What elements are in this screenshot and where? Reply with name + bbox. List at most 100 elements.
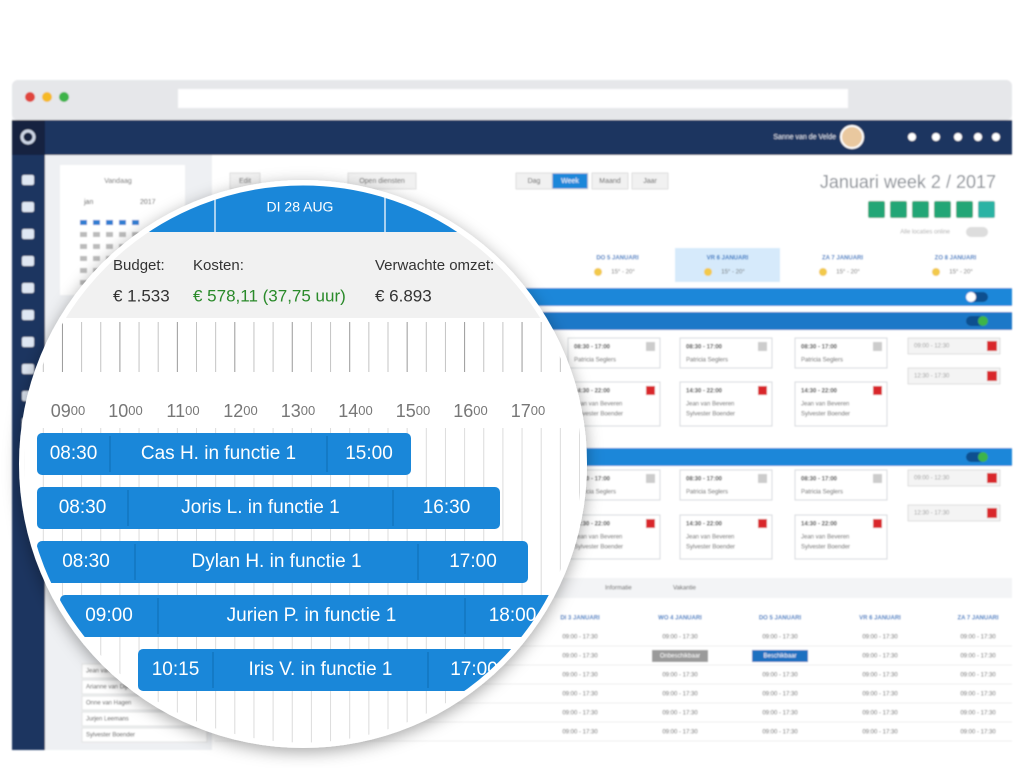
calendar-day[interactable] xyxy=(93,256,100,261)
shift-employee: Patricia Seglers xyxy=(801,490,843,496)
calendar-day[interactable] xyxy=(106,232,113,237)
availability-remove[interactable] xyxy=(987,371,997,381)
sidebar-icon[interactable] xyxy=(22,337,34,347)
nav-icon[interactable] xyxy=(992,133,1000,141)
shift-card[interactable] xyxy=(679,381,773,427)
table-cell: 09:00 - 17:30 xyxy=(862,711,898,717)
shift-status[interactable] xyxy=(646,474,655,483)
nav-icon[interactable] xyxy=(954,133,962,141)
calendar-day[interactable] xyxy=(119,232,126,237)
settings-button[interactable] xyxy=(12,120,45,155)
day-header xyxy=(790,248,895,282)
shift-bar[interactable] xyxy=(37,487,500,529)
minutes: 00 xyxy=(185,403,199,418)
shift-status[interactable] xyxy=(758,474,767,483)
shift-status[interactable] xyxy=(873,342,882,351)
shift-bar[interactable] xyxy=(37,433,411,475)
sidebar-icon[interactable] xyxy=(22,283,34,293)
summary-bar xyxy=(480,288,1012,306)
table-header: WO 4 JANUARI xyxy=(658,616,702,622)
calendar-day[interactable] xyxy=(132,220,139,225)
calendar-day[interactable] xyxy=(80,268,87,273)
shift-bar[interactable] xyxy=(138,649,520,691)
toggle[interactable] xyxy=(966,227,988,237)
sidebar-icon[interactable] xyxy=(22,310,34,320)
shift-status[interactable] xyxy=(646,342,655,351)
view-button[interactable] xyxy=(551,172,589,190)
sidebar-icon[interactable] xyxy=(22,364,34,374)
tab: Vakantie xyxy=(673,586,697,592)
shift-card[interactable] xyxy=(794,469,888,501)
calendar-day[interactable] xyxy=(80,220,87,225)
action-button[interactable] xyxy=(978,201,995,218)
shift-status[interactable] xyxy=(873,519,882,528)
minutes: 00 xyxy=(416,403,430,418)
calendar-day[interactable] xyxy=(80,280,87,285)
sidebar-icon[interactable] xyxy=(22,256,34,266)
shift-card[interactable] xyxy=(679,469,773,501)
shift-end: 18:00 xyxy=(489,605,537,626)
calendar-day[interactable] xyxy=(119,220,126,225)
shift-card[interactable] xyxy=(794,514,888,560)
action-button[interactable] xyxy=(912,201,929,218)
shift-card[interactable] xyxy=(794,381,888,427)
shift-bar[interactable] xyxy=(60,595,560,637)
nav-icon[interactable] xyxy=(974,133,982,141)
calendar-day[interactable] xyxy=(80,256,87,261)
employee-row[interactable] xyxy=(81,727,208,743)
action-button[interactable] xyxy=(868,201,885,218)
shift-status[interactable] xyxy=(758,519,767,528)
window-dot[interactable] xyxy=(59,92,69,102)
action-button[interactable] xyxy=(934,201,951,218)
calendar-day[interactable] xyxy=(80,232,87,237)
nav-icon[interactable] xyxy=(932,133,940,141)
calendar-day[interactable] xyxy=(93,232,100,237)
window-dot[interactable] xyxy=(25,92,35,102)
hour: 11 xyxy=(166,401,185,421)
calendar-day[interactable] xyxy=(106,244,113,249)
shift-name: Jurien P. in functie 1 xyxy=(227,605,397,626)
availability-remove[interactable] xyxy=(987,341,997,351)
shift-bar[interactable] xyxy=(37,541,528,583)
availability-remove[interactable] xyxy=(987,473,997,483)
calendar-day[interactable] xyxy=(93,220,100,225)
shift-status[interactable] xyxy=(646,386,655,395)
view-button[interactable] xyxy=(631,172,669,190)
shift-card[interactable] xyxy=(794,337,888,369)
action-button[interactable] xyxy=(890,201,907,218)
avatar[interactable] xyxy=(840,125,864,149)
sidebar-icon[interactable] xyxy=(22,175,34,185)
shift-time: 08:30 - 17:00 xyxy=(801,345,838,351)
shift-card[interactable] xyxy=(679,337,773,369)
sidebar-icon[interactable] xyxy=(22,229,34,239)
page-title: Januari week 2 / 2017 xyxy=(820,172,996,192)
shift-status[interactable] xyxy=(873,474,882,483)
shift-status[interactable] xyxy=(646,519,655,528)
calendar-day[interactable] xyxy=(93,244,100,249)
toolbar-button[interactable] xyxy=(347,172,417,190)
nav-icon[interactable] xyxy=(908,133,916,141)
availability-remove[interactable] xyxy=(987,508,997,518)
status-badge xyxy=(752,650,808,662)
sidebar-icon[interactable] xyxy=(22,202,34,212)
view-button-label: Maand xyxy=(599,178,621,185)
shift-card[interactable] xyxy=(567,337,661,369)
view-button-label: Week xyxy=(561,178,579,185)
minutes: 00 xyxy=(358,403,372,418)
table-cell: 09:00 - 17:30 xyxy=(862,673,898,679)
calendar-day[interactable] xyxy=(80,244,87,249)
window-dot[interactable] xyxy=(42,92,52,102)
calendar-day[interactable] xyxy=(106,220,113,225)
shift-status[interactable] xyxy=(873,386,882,395)
shift-card[interactable] xyxy=(679,514,773,560)
employee-name: Arianne van Dijk xyxy=(86,685,131,691)
shift-card[interactable] xyxy=(567,514,661,560)
url-bar[interactable] xyxy=(178,89,848,108)
calendar-day[interactable] xyxy=(132,232,139,237)
view-button[interactable] xyxy=(591,172,629,190)
shift-card[interactable] xyxy=(567,381,661,427)
action-button[interactable] xyxy=(956,201,973,218)
shift-status[interactable] xyxy=(758,342,767,351)
shift-status[interactable] xyxy=(758,386,767,395)
day-header xyxy=(675,248,780,282)
